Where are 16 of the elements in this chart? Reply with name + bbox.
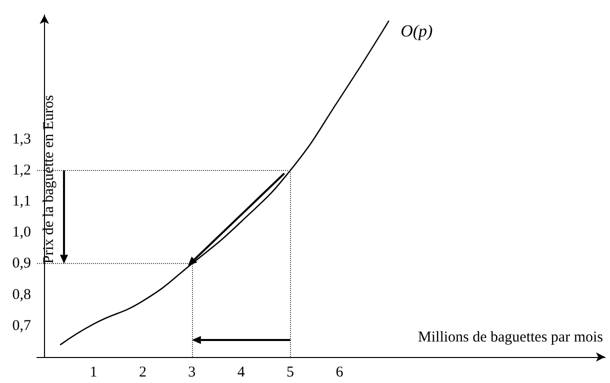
y-tick-label: 1,2 — [12, 162, 31, 178]
y-tick-label: 0,8 — [12, 286, 31, 303]
x-tick-label: 4 — [237, 364, 246, 380]
series-label: O(p) — [400, 22, 434, 41]
y-tick-label: 0,9 — [12, 256, 31, 272]
x-tick-label: 2 — [138, 364, 146, 380]
y-tick-label: 1,1 — [12, 194, 31, 210]
y-tick-label: 0,7 — [12, 318, 32, 334]
x-tick-label: 3 — [188, 364, 196, 380]
x-tick-label: 1 — [90, 364, 98, 380]
y-tick-label: 1,3 — [12, 131, 31, 148]
x-tick-label: 6 — [336, 364, 344, 380]
x-axis-title: Millions de baguettes par mois — [418, 330, 604, 346]
y-tick-label: 1,0 — [12, 224, 31, 241]
line-series — [60, 20, 390, 346]
x-tick-label: 5 — [286, 364, 294, 380]
